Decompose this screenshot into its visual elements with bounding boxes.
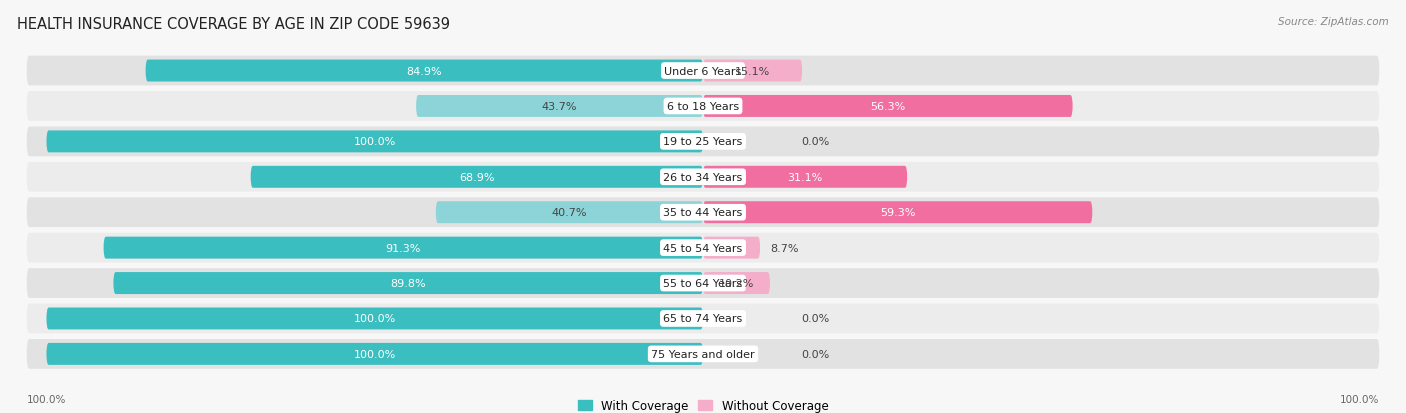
Text: 26 to 34 Years: 26 to 34 Years (664, 172, 742, 183)
Text: 0.0%: 0.0% (801, 137, 830, 147)
Text: 45 to 54 Years: 45 to 54 Years (664, 243, 742, 253)
FancyBboxPatch shape (436, 202, 703, 224)
Text: 43.7%: 43.7% (541, 102, 578, 112)
Text: 0.0%: 0.0% (801, 314, 830, 324)
FancyBboxPatch shape (46, 343, 703, 365)
Text: 91.3%: 91.3% (385, 243, 420, 253)
FancyBboxPatch shape (146, 60, 703, 82)
Text: 10.2%: 10.2% (718, 278, 754, 288)
Text: 100.0%: 100.0% (1340, 394, 1379, 404)
FancyBboxPatch shape (46, 131, 703, 153)
FancyBboxPatch shape (416, 96, 703, 118)
FancyBboxPatch shape (27, 339, 1379, 369)
Text: 89.8%: 89.8% (391, 278, 426, 288)
Text: 40.7%: 40.7% (551, 208, 588, 218)
FancyBboxPatch shape (27, 268, 1379, 298)
Text: Under 6 Years: Under 6 Years (665, 66, 741, 76)
Text: 19 to 25 Years: 19 to 25 Years (664, 137, 742, 147)
Text: 100.0%: 100.0% (27, 394, 66, 404)
Text: 100.0%: 100.0% (353, 137, 396, 147)
Text: Source: ZipAtlas.com: Source: ZipAtlas.com (1278, 17, 1389, 26)
FancyBboxPatch shape (27, 233, 1379, 263)
Text: 75 Years and older: 75 Years and older (651, 349, 755, 359)
FancyBboxPatch shape (114, 273, 703, 294)
FancyBboxPatch shape (703, 273, 770, 294)
FancyBboxPatch shape (703, 96, 1073, 118)
FancyBboxPatch shape (703, 237, 761, 259)
Text: 56.3%: 56.3% (870, 102, 905, 112)
Text: 31.1%: 31.1% (787, 172, 823, 183)
FancyBboxPatch shape (703, 202, 1092, 224)
Text: 55 to 64 Years: 55 to 64 Years (664, 278, 742, 288)
FancyBboxPatch shape (27, 57, 1379, 86)
Text: HEALTH INSURANCE COVERAGE BY AGE IN ZIP CODE 59639: HEALTH INSURANCE COVERAGE BY AGE IN ZIP … (17, 17, 450, 31)
Text: 100.0%: 100.0% (353, 314, 396, 324)
FancyBboxPatch shape (27, 198, 1379, 228)
FancyBboxPatch shape (250, 166, 703, 188)
Text: 65 to 74 Years: 65 to 74 Years (664, 314, 742, 324)
FancyBboxPatch shape (27, 92, 1379, 121)
Text: 59.3%: 59.3% (880, 208, 915, 218)
Legend: With Coverage, Without Coverage: With Coverage, Without Coverage (572, 394, 834, 413)
FancyBboxPatch shape (27, 127, 1379, 157)
FancyBboxPatch shape (27, 304, 1379, 334)
Text: 84.9%: 84.9% (406, 66, 441, 76)
Text: 100.0%: 100.0% (353, 349, 396, 359)
FancyBboxPatch shape (46, 308, 703, 330)
Text: 68.9%: 68.9% (460, 172, 495, 183)
FancyBboxPatch shape (104, 237, 703, 259)
FancyBboxPatch shape (27, 163, 1379, 192)
FancyBboxPatch shape (703, 60, 803, 82)
Text: 0.0%: 0.0% (801, 349, 830, 359)
Text: 8.7%: 8.7% (770, 243, 799, 253)
FancyBboxPatch shape (703, 166, 907, 188)
Text: 35 to 44 Years: 35 to 44 Years (664, 208, 742, 218)
Text: 15.1%: 15.1% (735, 66, 770, 76)
Text: 6 to 18 Years: 6 to 18 Years (666, 102, 740, 112)
